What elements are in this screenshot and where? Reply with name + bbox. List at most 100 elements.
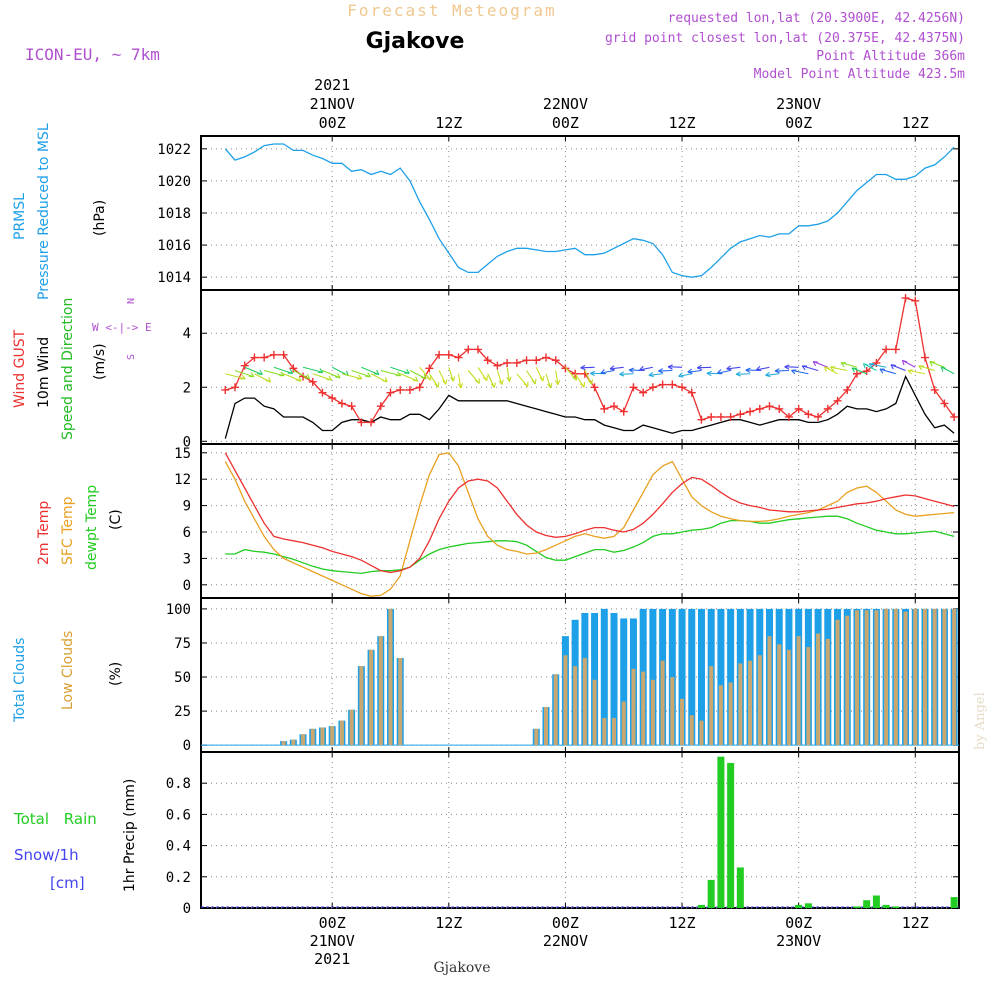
gust-marker	[775, 404, 784, 413]
wind-arrow	[726, 366, 741, 370]
gust-marker	[940, 399, 949, 408]
wind-arrow	[438, 370, 447, 385]
gust-marker	[823, 404, 832, 413]
gust-marker	[541, 353, 550, 362]
low-cloud-bar	[320, 727, 325, 746]
gust-marker	[600, 404, 609, 413]
precip-ytick-label: 0	[183, 901, 191, 917]
wind-arrow	[302, 366, 324, 373]
wind-arrow-head	[667, 364, 673, 370]
wind-compass: W <-|-> E	[92, 321, 152, 334]
gust-marker	[551, 356, 560, 365]
wind-arrow-head	[404, 369, 410, 375]
wind-arrow	[907, 369, 926, 375]
top-tick-label: 2021	[314, 76, 350, 94]
gust-marker	[629, 383, 638, 392]
wind-arrow-head	[824, 366, 830, 372]
total-cloud-bar	[717, 608, 725, 746]
wind-arrow	[580, 366, 595, 369]
bottom-tick-label: 12Z	[668, 914, 695, 932]
total-cloud-bar	[688, 608, 696, 746]
low-cloud-bar	[650, 679, 655, 746]
wind-arrow	[697, 366, 712, 369]
gust-marker	[415, 383, 424, 392]
wind-arrow-head	[879, 368, 885, 374]
pressure-ytick-label: 1022	[157, 142, 191, 158]
bottom-tick-label: 00Z	[785, 914, 812, 932]
rain-bar	[853, 906, 861, 908]
total-cloud-bar	[649, 608, 657, 746]
gust-marker	[512, 358, 521, 367]
wind-arrow	[678, 373, 692, 377]
gust-marker	[435, 350, 444, 359]
wind-arrow-head	[296, 376, 302, 382]
wind-arrow-head	[257, 369, 263, 376]
precip-ytick-label: 0.6	[166, 807, 191, 823]
wind-arrow-head	[791, 369, 797, 375]
wind-arrow	[648, 373, 663, 376]
gust-marker	[405, 385, 414, 394]
gust-marker	[269, 350, 278, 359]
rain-bar	[707, 879, 715, 908]
wind-arrow	[526, 370, 536, 385]
low-cloud-bar	[845, 615, 850, 746]
low-cloud-bar	[767, 636, 772, 746]
low-cloud-bar	[582, 657, 587, 746]
wind-arrow	[428, 373, 439, 388]
wind-arrow-head	[240, 374, 246, 380]
wind-arrow-head	[745, 367, 751, 373]
low-cloud-bar	[330, 726, 335, 746]
temp-ytick-label: 6	[183, 525, 191, 541]
wind-arrow-head	[265, 377, 272, 383]
clouds-ytick-label: 75	[174, 636, 191, 652]
total-cloud-bar	[591, 612, 599, 746]
low-cloud-bar	[602, 717, 607, 746]
wind-arrow-head	[609, 365, 616, 371]
gust-marker	[882, 345, 891, 354]
wind-ytick-label: 2	[183, 380, 191, 396]
gust-marker	[678, 383, 687, 392]
precip-layer	[201, 756, 959, 908]
wind-arrow-head	[801, 365, 808, 371]
wind-arrow-head	[639, 365, 645, 371]
rain-bar	[882, 904, 890, 908]
total-cloud-bar	[610, 612, 618, 746]
low-cloud-bar	[281, 741, 286, 746]
wind-arrow	[234, 369, 255, 378]
low-cloud-bar	[553, 674, 558, 746]
top-tick-label: 12Z	[902, 114, 929, 132]
gust-marker	[590, 383, 599, 392]
precip-labels: Total Rain Snow/1h [cm] 1hr Precip (mm)	[13, 779, 138, 892]
wind-gust-line	[225, 297, 955, 424]
low-cloud-bar	[621, 701, 626, 746]
wind-arrow	[658, 369, 673, 372]
wind-arrow-head	[901, 359, 908, 366]
wind-dir-label: Speed and Direction	[60, 298, 76, 440]
wind-arrow-head	[696, 364, 703, 371]
gust-marker	[425, 364, 434, 373]
dewpt-line	[225, 515, 955, 575]
low-cloud-bar	[738, 663, 743, 746]
wind-arrow	[609, 366, 624, 370]
wind-arrow-head	[248, 372, 255, 378]
wind-arrow-head	[678, 372, 684, 378]
wind-arrow-head	[717, 369, 723, 375]
total-clouds-label: Total Clouds	[12, 638, 28, 723]
wind-label: 10m Wind	[36, 337, 52, 408]
clouds-layer	[201, 608, 959, 746]
wind-arrow-head	[326, 375, 333, 381]
low-cloud-bar	[660, 660, 665, 746]
wind-arrow	[457, 373, 462, 389]
point-altitude: Point Altitude 366m	[816, 49, 965, 64]
wind-arrow	[918, 365, 935, 372]
rain-label: Total Rain	[13, 810, 97, 828]
wind-arrow	[830, 366, 848, 372]
wind-arrow-head	[547, 382, 553, 389]
low-cloud-bar	[563, 655, 568, 746]
gust-marker	[736, 410, 745, 419]
pressure-ytick-label: 1016	[157, 238, 191, 254]
wind-layer	[221, 294, 959, 439]
wind-arrow	[535, 367, 544, 382]
clouds-unit: (%)	[108, 662, 124, 686]
